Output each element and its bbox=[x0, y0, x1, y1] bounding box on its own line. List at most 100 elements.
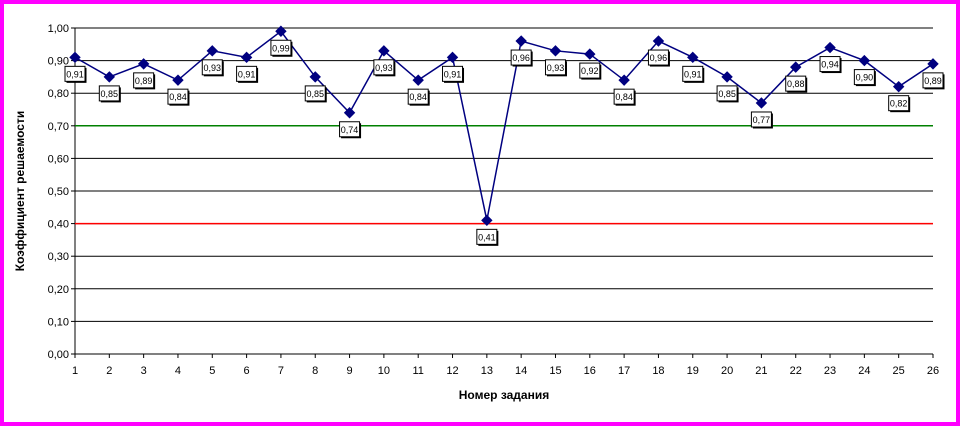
data-label-box bbox=[716, 85, 738, 102]
data-point-marker bbox=[721, 71, 733, 83]
reference-lines bbox=[75, 125, 933, 225]
data-label-text: 0,94 bbox=[821, 60, 839, 70]
data-label-box bbox=[98, 85, 120, 102]
x-tick-label: 23 bbox=[824, 365, 836, 377]
data-point-marker bbox=[137, 58, 150, 70]
data-label-text: 0,82 bbox=[890, 99, 908, 109]
data-labels: 0,91 0,85 0,89 0,84 0,93 0,91 0,99 0,85 0,74 0,93… bbox=[64, 39, 945, 246]
data-label: 0,94 bbox=[819, 56, 842, 74]
data-label: 0,93 bbox=[201, 59, 224, 77]
data-label-text: 0,88 bbox=[787, 79, 805, 89]
data-label: 0,88 bbox=[785, 75, 808, 93]
data-label-text: 0,91 bbox=[684, 69, 702, 79]
data-point-marker bbox=[618, 74, 630, 86]
data-label-box bbox=[888, 95, 910, 112]
x-tick-label: 10 bbox=[378, 365, 390, 377]
x-tick-label: 5 bbox=[209, 365, 215, 377]
x-tick-label: 19 bbox=[687, 365, 699, 377]
data-label: 0,91 bbox=[236, 65, 259, 83]
data-label: 0,93 bbox=[544, 59, 567, 77]
data-label: 0,84 bbox=[613, 88, 636, 106]
x-tick-label: 11 bbox=[412, 365, 423, 377]
data-label: 0,89 bbox=[133, 72, 156, 90]
y-tick-label: 0,90 bbox=[48, 56, 69, 68]
data-label-box bbox=[682, 65, 704, 82]
data-point-marker bbox=[446, 51, 459, 64]
data-label-text: 0,91 bbox=[444, 69, 462, 79]
data-label: 0,84 bbox=[167, 88, 190, 106]
data-label-box bbox=[750, 111, 772, 128]
data-point-marker bbox=[652, 35, 665, 47]
data-label-text: 0,92 bbox=[581, 66, 599, 76]
data-label-text: 0,96 bbox=[650, 53, 668, 63]
data-label-text: 0,93 bbox=[375, 63, 393, 73]
data-label-box bbox=[922, 72, 944, 89]
data-label: 0,99 bbox=[270, 39, 293, 57]
data-label-text: 0,41 bbox=[478, 232, 496, 242]
x-axis-ticks: 1 2 3 4 5 6 7 8 9 10 11 12 13 14 15 16 17 18 19 20 21 22 23 24 2… bbox=[72, 354, 939, 377]
data-label-box bbox=[647, 49, 669, 66]
x-tick-label: 21 bbox=[755, 365, 767, 377]
data-label: 0,91 bbox=[682, 65, 705, 83]
x-tick-label: 15 bbox=[549, 365, 561, 377]
x-tick-label: 18 bbox=[652, 365, 664, 377]
x-tick-label: 9 bbox=[346, 365, 352, 377]
data-label-box bbox=[64, 65, 86, 82]
data-label-text: 0,91 bbox=[66, 69, 84, 79]
data-point-marker bbox=[206, 45, 218, 57]
data-label-box bbox=[785, 75, 807, 92]
data-point-marker bbox=[549, 45, 562, 57]
y-tick-label: 0,50 bbox=[48, 186, 69, 198]
x-axis-title: Номер задания bbox=[459, 388, 549, 402]
data-label-box bbox=[339, 121, 361, 138]
data-label-text: 0,89 bbox=[924, 76, 942, 86]
y-tick-label: 0,20 bbox=[48, 284, 69, 296]
series-line bbox=[74, 30, 934, 221]
data-point-marker bbox=[927, 58, 939, 70]
data-label: 0,41 bbox=[476, 228, 499, 246]
y-axis-title: Коэффициент решаемости bbox=[13, 111, 27, 271]
data-series bbox=[69, 25, 939, 227]
data-point-marker bbox=[69, 51, 81, 64]
data-point-marker bbox=[240, 51, 253, 64]
x-tick-label: 1 bbox=[72, 365, 78, 377]
data-label-box bbox=[579, 62, 601, 79]
data-label-text: 0,85 bbox=[718, 89, 736, 99]
data-label-text: 0,84 bbox=[615, 92, 633, 102]
x-tick-label: 13 bbox=[481, 365, 493, 377]
data-label-box bbox=[167, 88, 189, 105]
data-point-marker bbox=[858, 54, 871, 67]
x-tick-label: 22 bbox=[790, 365, 802, 377]
x-tick-label: 17 bbox=[618, 365, 630, 377]
data-label-text: 0,91 bbox=[238, 69, 256, 79]
y-tick-label: 0,10 bbox=[48, 316, 69, 328]
data-label-box bbox=[304, 85, 326, 102]
x-tick-label: 26 bbox=[927, 365, 939, 377]
data-label-box bbox=[133, 72, 155, 89]
data-label-box bbox=[476, 228, 498, 245]
x-tick-label: 12 bbox=[446, 365, 458, 377]
data-label-box bbox=[613, 88, 635, 105]
y-tick-label: 0,40 bbox=[48, 219, 69, 231]
data-label: 0,96 bbox=[510, 49, 533, 67]
data-label-box bbox=[819, 56, 841, 73]
data-label: 0,89 bbox=[922, 72, 945, 90]
y-tick-label: 0,00 bbox=[48, 349, 69, 361]
data-point-marker bbox=[412, 74, 424, 86]
x-tick-label: 2 bbox=[106, 365, 112, 377]
x-tick-label: 6 bbox=[244, 365, 250, 377]
x-tick-label: 20 bbox=[721, 365, 733, 377]
y-tick-label: 0,80 bbox=[48, 88, 69, 100]
data-point-marker bbox=[172, 74, 184, 86]
data-label: 0,85 bbox=[304, 85, 327, 103]
x-tick-label: 7 bbox=[278, 365, 284, 377]
x-tick-label: 25 bbox=[893, 365, 905, 377]
data-label-text: 0,93 bbox=[204, 63, 222, 73]
data-label-box bbox=[407, 88, 429, 105]
data-label: 0,85 bbox=[716, 85, 739, 103]
x-tick-label: 24 bbox=[858, 365, 870, 377]
data-label-box bbox=[510, 49, 532, 66]
y-tick-label: 0,70 bbox=[48, 121, 69, 133]
data-label: 0,77 bbox=[750, 111, 773, 129]
data-label-text: 0,96 bbox=[512, 53, 530, 63]
